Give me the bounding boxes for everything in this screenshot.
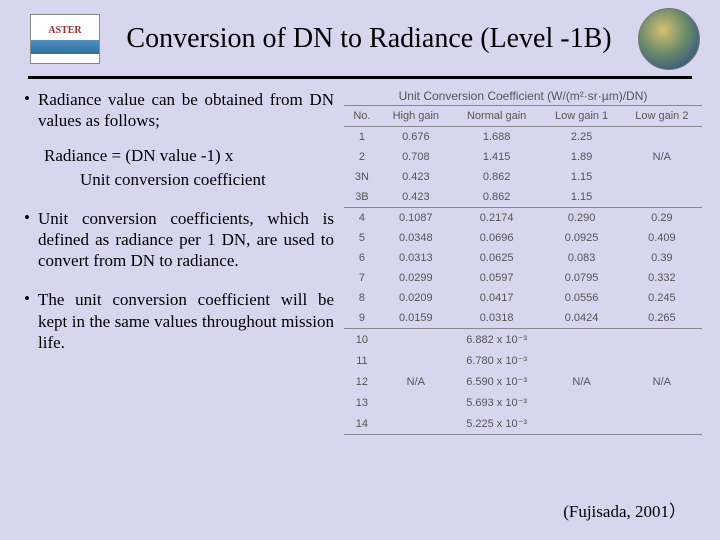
table-row: 106.882 x 10⁻³ bbox=[344, 329, 702, 351]
bullet-3: • The unit conversion coefficient will b… bbox=[24, 289, 334, 353]
table-row: 135.693 x 10⁻³ bbox=[344, 392, 702, 413]
table-title: Unit Conversion Coefficient (W/(m²·sr·µm… bbox=[344, 89, 702, 103]
table-row: 90.01590.03180.04240.265 bbox=[344, 308, 702, 329]
bullet-1: • Radiance value can be obtained from DN… bbox=[24, 89, 334, 132]
table-row: 3N0.4230.8621.15 bbox=[344, 167, 702, 187]
bullet-1-text: Radiance value can be obtained from DN v… bbox=[38, 89, 334, 132]
table-row: 70.02990.05970.07950.332 bbox=[344, 268, 702, 288]
bullet-3-text: The unit conversion coefficient will be … bbox=[38, 289, 334, 353]
table-row: 50.03480.06960.09250.409 bbox=[344, 228, 702, 248]
aster-logo: ASTER bbox=[30, 14, 100, 64]
content: • Radiance value can be obtained from DN… bbox=[0, 89, 720, 435]
coeff-table: No. High gain Normal gain Low gain 1 Low… bbox=[344, 105, 702, 435]
bullet-2-text: Unit conversion coefficients, which is d… bbox=[38, 208, 334, 272]
bullet-dot: • bbox=[24, 89, 38, 132]
table-row: 60.03130.06250.0830.39 bbox=[344, 248, 702, 268]
col-high-gain: High gain bbox=[380, 106, 452, 127]
table-row: 3B0.4230.8621.15 bbox=[344, 187, 702, 208]
table-row: 12N/A6.590 x 10⁻³N/AN/A bbox=[344, 371, 702, 392]
table-row: 20.7081.4151.89N/A bbox=[344, 147, 702, 167]
bullet-dot: • bbox=[24, 289, 38, 353]
col-normal-gain: Normal gain bbox=[452, 106, 542, 127]
table-row: 116.780 x 10⁻³ bbox=[344, 350, 702, 371]
divider bbox=[28, 76, 692, 79]
globe-logo bbox=[638, 8, 700, 70]
table-row: 40.10870.21740.2900.29 bbox=[344, 208, 702, 229]
table-row: 145.225 x 10⁻³ bbox=[344, 413, 702, 435]
col-no: No. bbox=[344, 106, 380, 127]
formula-line-2: Unit conversion coefficient bbox=[80, 170, 334, 190]
right-column: Unit Conversion Coefficient (W/(m²·sr·µm… bbox=[344, 89, 702, 435]
table-header-row: No. High gain Normal gain Low gain 1 Low… bbox=[344, 106, 702, 127]
logo-band bbox=[31, 40, 99, 54]
page-title: Conversion of DN to Radiance (Level -1B) bbox=[108, 23, 630, 55]
header: ASTER Conversion of DN to Radiance (Leve… bbox=[0, 0, 720, 70]
formula-line-1: Radiance = (DN value -1) x bbox=[44, 146, 334, 166]
table-body: 10.6761.6882.25 20.7081.4151.89N/A 3N0.4… bbox=[344, 127, 702, 435]
col-low-gain-2: Low gain 2 bbox=[622, 106, 702, 127]
table-row: 10.6761.6882.25 bbox=[344, 127, 702, 148]
table-row: 80.02090.04170.05560.245 bbox=[344, 288, 702, 308]
logo-text: ASTER bbox=[48, 25, 81, 36]
bullet-2: • Unit conversion coefficients, which is… bbox=[24, 208, 334, 272]
bullet-dot: • bbox=[24, 208, 38, 272]
col-low-gain-1: Low gain 1 bbox=[541, 106, 621, 127]
citation: (Fujisada, 2001） bbox=[563, 497, 686, 522]
left-column: • Radiance value can be obtained from DN… bbox=[24, 89, 334, 435]
